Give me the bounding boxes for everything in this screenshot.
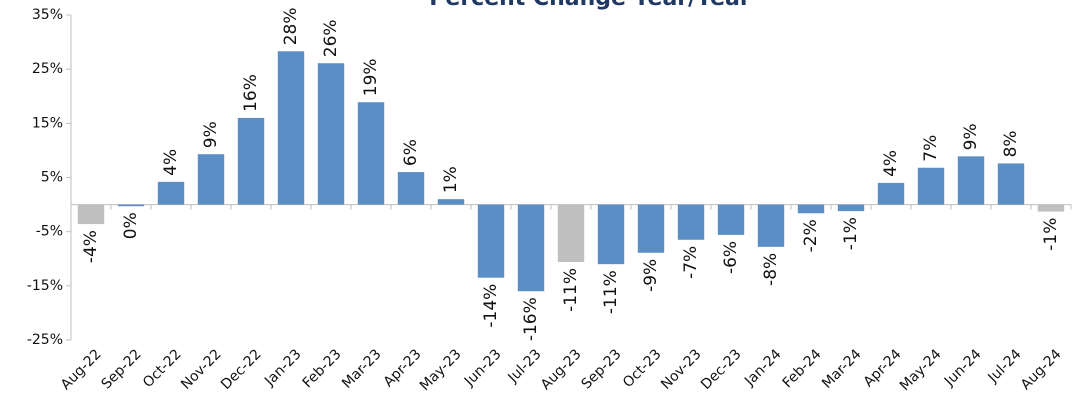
x-tick-label: Dec-23 bbox=[698, 346, 745, 393]
x-tick-label: May-23 bbox=[417, 346, 465, 394]
value-label: 7% bbox=[921, 135, 941, 162]
x-tick-label: Mar-24 bbox=[819, 346, 865, 392]
value-label: -2% bbox=[801, 219, 821, 252]
x-tick-label: Sep-23 bbox=[579, 346, 625, 392]
value-label: 16% bbox=[241, 74, 261, 112]
x-tick-label: Jan-24 bbox=[741, 346, 785, 390]
bar bbox=[277, 51, 305, 205]
value-label: -1% bbox=[841, 217, 861, 250]
bar bbox=[717, 204, 745, 235]
value-label: -7% bbox=[681, 246, 701, 279]
x-tick-label: Nov-23 bbox=[658, 346, 705, 393]
y-tick-label: -5% bbox=[36, 224, 63, 240]
bar bbox=[677, 204, 705, 240]
bar bbox=[837, 204, 865, 212]
x-tick-label: Jun-24 bbox=[941, 346, 985, 390]
value-label: 19% bbox=[361, 58, 381, 96]
bar bbox=[357, 102, 385, 205]
value-label: -1% bbox=[1041, 218, 1061, 251]
value-label: -4% bbox=[81, 230, 101, 263]
value-label: 9% bbox=[961, 123, 981, 150]
y-tick-label: 5% bbox=[41, 170, 63, 186]
x-tick-label: Mar-23 bbox=[339, 346, 385, 392]
y-tick-label: 25% bbox=[32, 61, 63, 77]
bar bbox=[757, 204, 785, 247]
value-label: 9% bbox=[201, 121, 221, 148]
x-tick-label: Oct-22 bbox=[140, 346, 185, 391]
value-label: 1% bbox=[441, 166, 461, 193]
bar bbox=[237, 117, 265, 205]
y-tick-label: 35% bbox=[32, 7, 63, 23]
x-tick-label: Nov-22 bbox=[178, 346, 225, 393]
value-label: 4% bbox=[161, 149, 181, 176]
value-label: -14% bbox=[481, 284, 501, 328]
value-label: -6% bbox=[721, 241, 741, 274]
x-tick-label: Feb-23 bbox=[300, 346, 345, 391]
x-tick-label: Jun-23 bbox=[461, 346, 505, 390]
x-tick-label: May-24 bbox=[897, 346, 945, 394]
bar bbox=[517, 204, 545, 292]
value-label: 26% bbox=[321, 19, 341, 57]
bar bbox=[157, 181, 185, 205]
y-tick-label: 15% bbox=[32, 115, 63, 131]
x-tick-label: Feb-24 bbox=[780, 346, 825, 391]
x-tick-label: Dec-22 bbox=[218, 346, 265, 393]
bar bbox=[197, 154, 225, 205]
value-label: -11% bbox=[561, 268, 581, 312]
x-tick-label: Jan-23 bbox=[261, 346, 304, 389]
value-label: -8% bbox=[761, 253, 781, 286]
x-tick-label: Sep-22 bbox=[99, 346, 145, 392]
value-label: 0% bbox=[121, 212, 141, 239]
value-label: 4% bbox=[881, 150, 901, 177]
bar bbox=[1037, 204, 1065, 212]
bar bbox=[117, 204, 145, 207]
value-label: -11% bbox=[601, 270, 621, 314]
bar bbox=[797, 204, 825, 214]
x-tick-label: Oct-23 bbox=[620, 346, 665, 391]
y-tick-label: -15% bbox=[27, 278, 63, 294]
x-tick-label: Aug-22 bbox=[58, 346, 105, 393]
bar bbox=[917, 167, 945, 205]
bar bbox=[397, 172, 425, 205]
y-tick-label: -25% bbox=[27, 332, 63, 348]
bar bbox=[437, 199, 465, 205]
bar bbox=[77, 204, 105, 225]
bar bbox=[477, 204, 505, 278]
bar bbox=[877, 182, 905, 205]
bar bbox=[597, 204, 625, 265]
value-label: -9% bbox=[641, 259, 661, 292]
value-label: -16% bbox=[521, 297, 541, 341]
bar bbox=[637, 204, 665, 253]
value-label: 28% bbox=[281, 7, 301, 45]
bar bbox=[557, 204, 585, 262]
bar bbox=[317, 63, 345, 205]
value-label: 8% bbox=[1001, 130, 1021, 157]
x-tick-label: Aug-23 bbox=[538, 346, 585, 393]
bar bbox=[997, 163, 1025, 205]
x-tick-label: Aug-24 bbox=[1018, 346, 1065, 393]
value-label: 6% bbox=[401, 139, 421, 166]
bar bbox=[957, 156, 985, 205]
chart-title: Percent Change Year/Year bbox=[429, 0, 751, 11]
